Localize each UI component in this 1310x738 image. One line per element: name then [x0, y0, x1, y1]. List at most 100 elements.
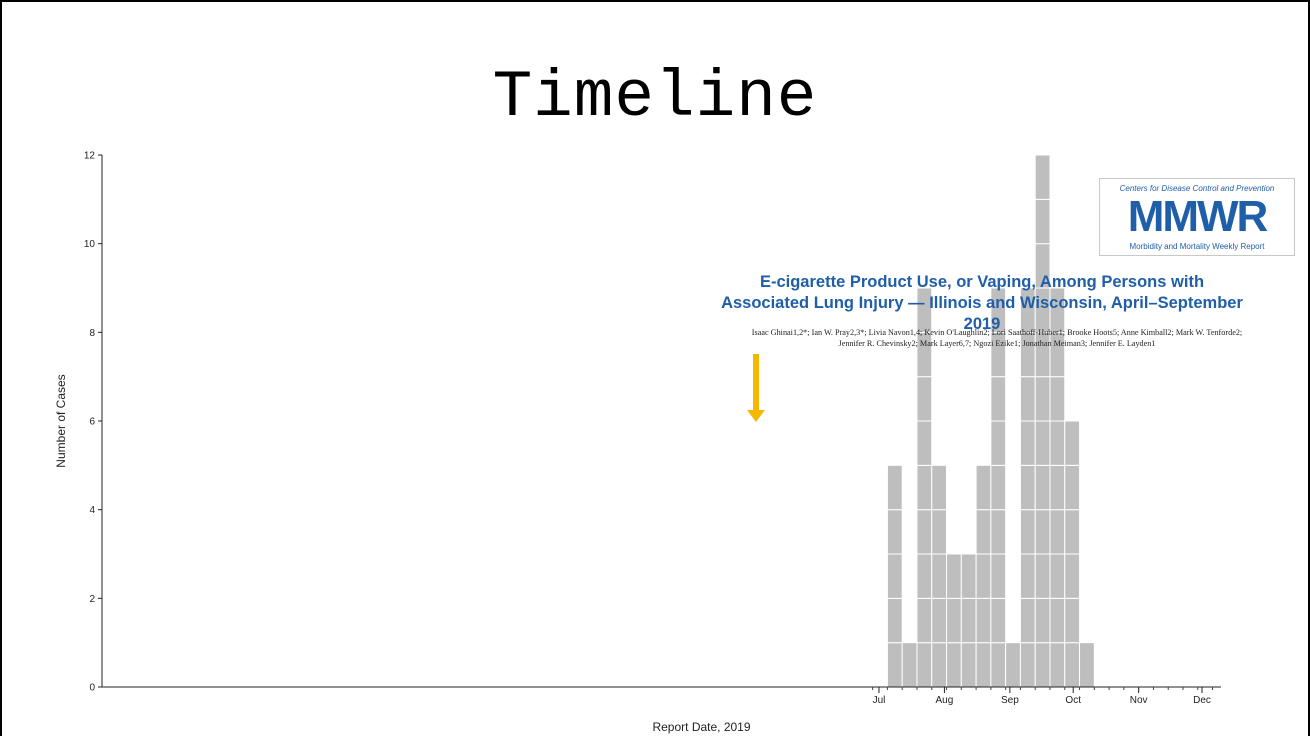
bar-8 — [1005, 642, 1021, 688]
mmwr-logo: Centers for Disease Control and Preventi… — [1099, 178, 1295, 256]
bar-unit — [1034, 420, 1051, 466]
bar-unit — [1049, 376, 1066, 422]
bar-unit — [1019, 597, 1036, 644]
bar-unit — [1079, 642, 1095, 688]
bar-unit — [990, 642, 1007, 688]
bar-unit — [1034, 376, 1051, 422]
bar-6 — [975, 464, 992, 688]
bar-unit — [1034, 553, 1051, 599]
bar-unit — [1019, 376, 1036, 422]
bar-unit — [1049, 509, 1066, 555]
mmwr-subtitle: Morbidity and Mortality Weekly Report — [1129, 242, 1265, 251]
bar-3 — [931, 464, 948, 688]
bar-unit — [931, 597, 948, 644]
bar-unit — [1019, 464, 1036, 511]
bar-unit — [975, 597, 992, 644]
ticks-group: 0 2 4 6 8 10 12 Jul Aug Sep Oct Nov Dec — [84, 151, 1214, 706]
y-tick-label: 12 — [84, 151, 96, 162]
bar-unit — [886, 553, 903, 599]
bar-unit — [916, 597, 933, 644]
bar-unit — [916, 553, 933, 599]
arrow-head — [747, 410, 765, 422]
x-tick-label: Nov — [1130, 695, 1148, 706]
x-tick-label: Dec — [1193, 695, 1211, 706]
bar-unit — [1064, 597, 1081, 644]
bar-unit — [1019, 509, 1036, 555]
y-tick-label: 8 — [89, 328, 95, 339]
slide-title: Timeline — [492, 60, 818, 135]
bar-unit — [975, 642, 992, 688]
bar-unit — [1034, 642, 1051, 688]
bar-unit — [960, 553, 977, 599]
arrow-shaft — [753, 354, 759, 412]
bar-13 — [1079, 642, 1095, 688]
bar-unit — [990, 287, 1007, 333]
bar-unit — [975, 509, 992, 555]
bar-9 — [1019, 287, 1036, 688]
bar-unit — [1049, 464, 1066, 511]
article-title: E-cigarette Product Use, or Vaping, Amon… — [702, 272, 1262, 335]
down-arrow-icon — [747, 354, 765, 422]
bar-unit — [1005, 642, 1021, 688]
bar-unit — [931, 553, 948, 599]
bar-unit — [886, 509, 903, 555]
x-axis-label: Report Date, 2019 — [652, 720, 750, 734]
y-tick-label: 10 — [84, 239, 96, 250]
bar-12 — [1064, 420, 1081, 688]
bars-group — [886, 154, 1095, 688]
bar-unit — [931, 509, 948, 555]
bar-unit — [886, 597, 903, 644]
bar-unit — [1064, 509, 1081, 555]
bar-unit — [990, 464, 1007, 511]
bar-unit — [960, 597, 977, 644]
bar-unit — [990, 597, 1007, 644]
authors-line-1: Isaac Ghinai1,2*; Ian W. Pray2,3*; Livia… — [751, 328, 1243, 337]
bar-unit — [975, 553, 992, 599]
article-title-line-1: E-cigarette Product Use, or Vaping, Amon… — [759, 273, 1205, 291]
bar-unit — [990, 509, 1007, 555]
mmwr-org-text: Centers for Disease Control and Preventi… — [1119, 184, 1275, 193]
bar-unit — [946, 597, 962, 644]
bar-unit — [1034, 464, 1051, 511]
y-tick-label: 2 — [89, 594, 95, 605]
bar-unit — [1019, 642, 1036, 688]
authors-line-2: Jennifer R. Chevinsky2; Mark Layer6,7; N… — [838, 339, 1156, 348]
bar-unit — [1049, 287, 1066, 333]
y-tick-label: 0 — [89, 683, 95, 694]
bar-unit — [1019, 553, 1036, 599]
bar-unit — [1049, 597, 1066, 644]
bar-unit — [975, 464, 992, 511]
bar-unit — [960, 642, 977, 688]
bar-unit — [1064, 464, 1081, 511]
bar-unit — [916, 509, 933, 555]
bar-unit — [1064, 553, 1081, 599]
bar-unit — [1019, 420, 1036, 466]
bar-unit — [1049, 553, 1066, 599]
bar-unit — [1064, 642, 1081, 688]
bar-unit — [931, 642, 948, 688]
bar-unit — [1064, 420, 1081, 466]
bar-unit — [916, 376, 933, 422]
bar-unit — [946, 553, 962, 599]
bar-unit — [990, 376, 1007, 422]
bar-10 — [1034, 154, 1051, 688]
bar-unit — [886, 464, 903, 511]
x-tick-label: Sep — [1001, 695, 1019, 706]
x-tick-label: Aug — [936, 695, 954, 706]
y-tick-label: 6 — [89, 417, 95, 428]
article-authors: Isaac Ghinai1,2*; Ian W. Pray2,3*; Livia… — [702, 327, 1292, 349]
bar-unit — [1034, 154, 1051, 200]
bar-unit — [931, 464, 948, 511]
bar-5 — [960, 553, 977, 688]
bar-unit — [1034, 509, 1051, 555]
article-title-line-2: Associated Lung Injury — Illinois and Wi… — [721, 294, 1243, 333]
bar-unit — [916, 420, 933, 466]
bar-unit — [1034, 198, 1051, 245]
bar-unit — [901, 642, 918, 688]
bar-unit — [1049, 420, 1066, 466]
bar-1 — [901, 642, 918, 688]
bar-unit — [1034, 597, 1051, 644]
bar-unit — [916, 287, 933, 333]
bar-unit — [916, 464, 933, 511]
